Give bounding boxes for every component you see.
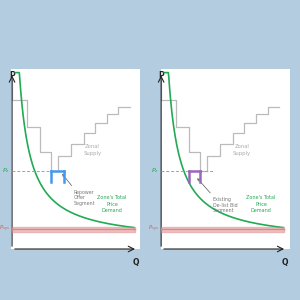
Text: Zone's Total
Price
Demand: Zone's Total Price Demand xyxy=(97,195,127,213)
Text: Existing
De-list Bid
Segment: Existing De-list Bid Segment xyxy=(213,197,237,213)
Text: $P_{sys}$: $P_{sys}$ xyxy=(0,224,10,234)
Text: Q: Q xyxy=(282,258,288,267)
Text: Repower
Offer
Segment: Repower Offer Segment xyxy=(74,190,96,206)
Text: Zonal
Supply: Zonal Supply xyxy=(233,144,251,156)
Text: $P_z$: $P_z$ xyxy=(2,166,10,175)
Text: Zonal
Supply: Zonal Supply xyxy=(84,144,102,156)
Text: $P_z$: $P_z$ xyxy=(151,166,159,175)
Text: Zone's Total
Price
Demand: Zone's Total Price Demand xyxy=(246,195,276,213)
Text: P: P xyxy=(9,71,15,80)
Text: P: P xyxy=(158,71,164,80)
Text: Q: Q xyxy=(133,258,139,267)
Text: $P_{sys}$: $P_{sys}$ xyxy=(148,224,159,234)
